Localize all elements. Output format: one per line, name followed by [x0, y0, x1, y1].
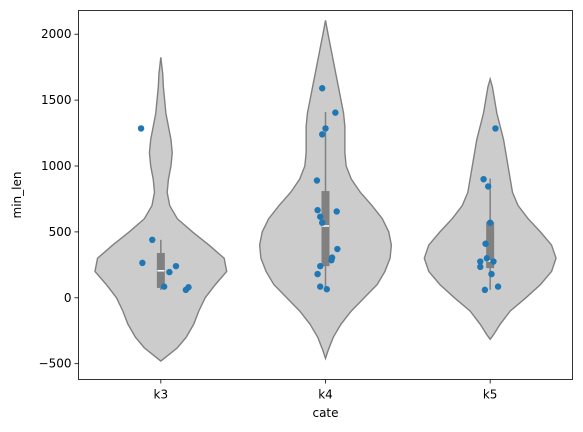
y-axis: −500 0 500 1000 1500 2000 — [39, 27, 79, 371]
data-point-k4-4 — [313, 177, 321, 184]
data-point-k3-5 — [160, 283, 168, 290]
x-axis-label: cate — [312, 406, 338, 420]
y-tick-label: 2000 — [41, 27, 72, 41]
data-point-k5-4 — [482, 240, 489, 247]
y-tick-label: −500 — [39, 357, 72, 371]
data-point-k4-0 — [319, 85, 326, 92]
data-point-k4-11 — [328, 257, 335, 264]
y-tick-label: 0 — [64, 291, 72, 305]
data-point-k5-6 — [483, 255, 491, 262]
iqr-box-k5 — [486, 222, 495, 269]
data-point-k5-3 — [486, 219, 494, 226]
data-point-k4-2 — [322, 125, 329, 132]
data-point-k3-3 — [172, 262, 180, 270]
iqr-box-k4 — [321, 191, 330, 267]
violin-k3 — [94, 57, 228, 362]
data-point-k3-2 — [139, 259, 146, 267]
y-axis-label: min_len — [10, 172, 24, 219]
data-point-k4-7 — [317, 213, 324, 220]
data-point-k4-3 — [319, 131, 326, 138]
data-point-k5-7 — [490, 258, 497, 265]
y-tick-label: 1000 — [41, 159, 72, 173]
data-point-k4-5 — [314, 206, 321, 214]
data-point-k3-7 — [182, 286, 190, 294]
data-point-k4-12 — [317, 262, 324, 270]
data-point-k5-2 — [484, 183, 492, 190]
data-point-k5-1 — [480, 175, 487, 183]
data-point-k4-8 — [319, 219, 326, 226]
data-point-k5-8 — [477, 263, 484, 271]
data-point-k4-14 — [317, 283, 324, 290]
data-point-k5-11 — [481, 286, 489, 294]
data-point-k5-5 — [477, 258, 484, 265]
data-point-k4-13 — [314, 270, 321, 278]
y-tick-label: 500 — [49, 225, 72, 239]
plot-area — [94, 20, 557, 362]
y-tick-label: 1500 — [41, 93, 72, 107]
data-point-k4-9 — [334, 245, 341, 253]
data-point-k3-4 — [166, 268, 173, 276]
data-point-k5-9 — [488, 270, 495, 278]
x-tick-label: k3 — [154, 388, 169, 402]
data-point-k3-0 — [137, 125, 145, 132]
data-point-k3-1 — [149, 236, 156, 244]
x-tick-label: k5 — [483, 388, 498, 402]
data-point-k4-1 — [332, 109, 339, 116]
data-point-k5-0 — [492, 125, 499, 132]
data-point-k4-15 — [323, 286, 331, 293]
x-axis: k3 k4 k5 — [154, 379, 498, 402]
data-point-k5-10 — [494, 283, 502, 290]
data-point-k4-6 — [333, 208, 340, 215]
x-tick-label: k4 — [318, 388, 333, 402]
